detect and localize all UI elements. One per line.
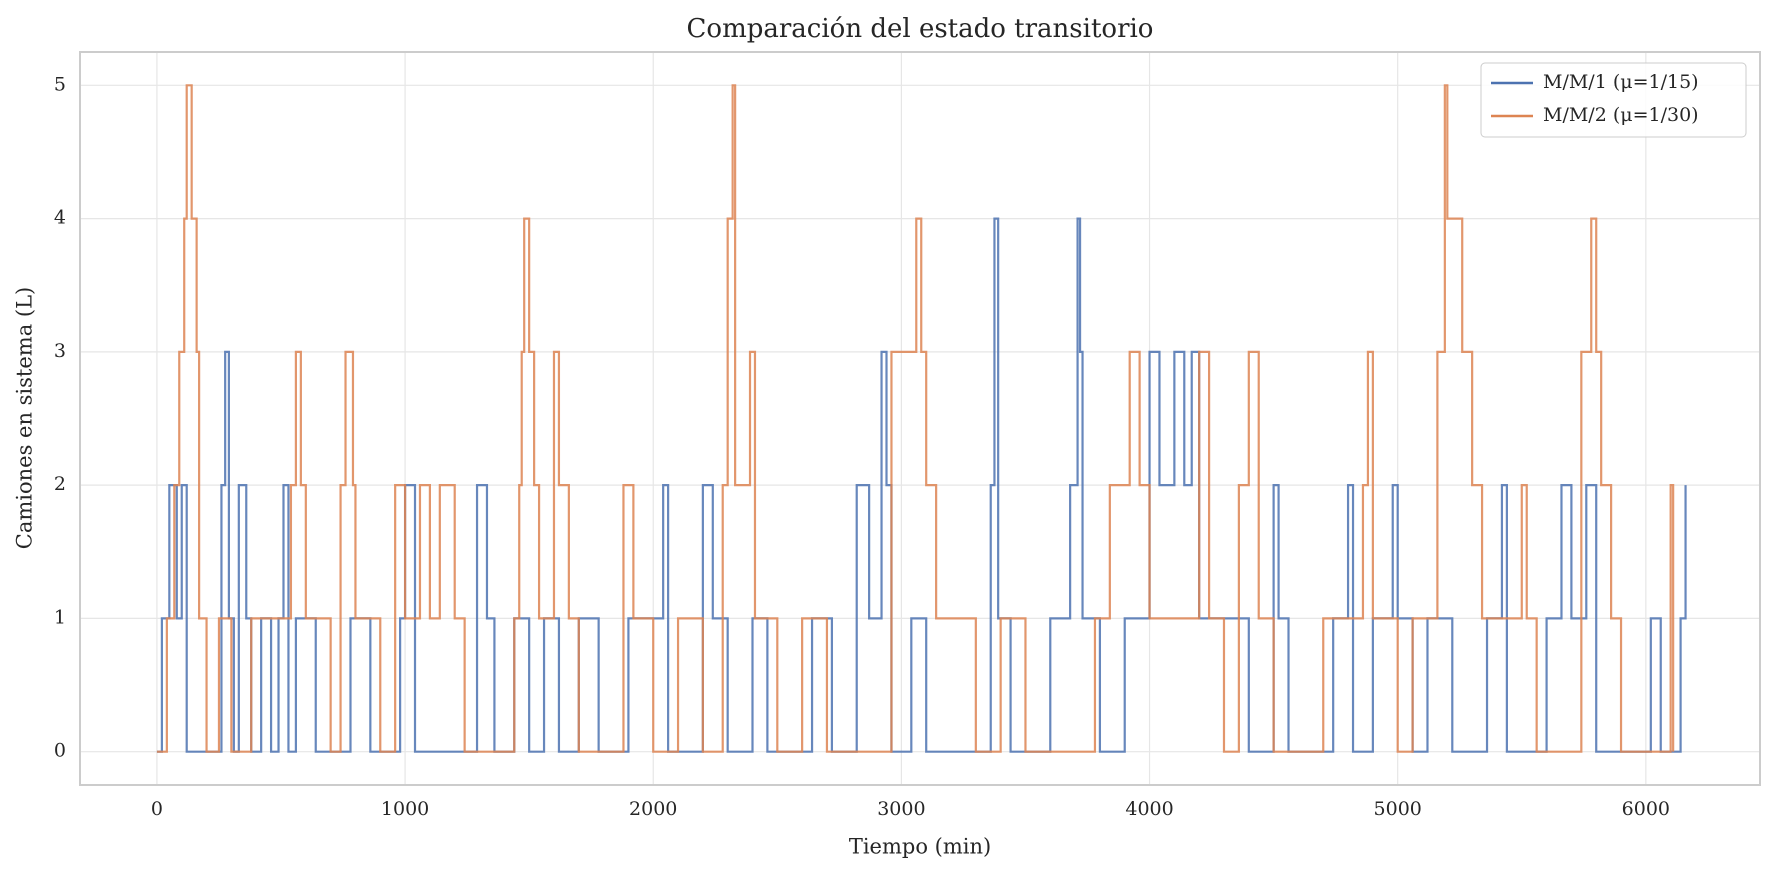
y-tick-label: 0 — [54, 740, 66, 762]
x-tick-label: 5000 — [1374, 798, 1422, 820]
x-tick-label: 0 — [151, 798, 163, 820]
x-tick-label: 4000 — [1125, 798, 1173, 820]
x-tick-label: 1000 — [381, 798, 429, 820]
x-tick-label: 3000 — [877, 798, 925, 820]
plot-frame — [79, 51, 1761, 786]
y-tick-label: 3 — [54, 340, 66, 362]
x-tick-label: 2000 — [629, 798, 677, 820]
y-axis-label: Camiones en sistema (L) — [13, 287, 37, 549]
legend-label: M/M/1 (μ=1/15) — [1543, 71, 1699, 93]
legend-box — [1480, 62, 1747, 138]
y-tick-label: 4 — [54, 207, 66, 229]
chart-title: Comparación del estado transitorio — [687, 14, 1154, 44]
y-tick-label: 2 — [54, 473, 66, 495]
y-tick-label: 1 — [54, 606, 66, 628]
x-axis-label: Tiempo (min) — [849, 835, 991, 859]
x-tick-label: 6000 — [1622, 798, 1670, 820]
legend-label: M/M/2 (μ=1/30) — [1543, 104, 1699, 126]
line-series — [156, 84, 1675, 753]
y-tick-label: 5 — [54, 73, 66, 95]
